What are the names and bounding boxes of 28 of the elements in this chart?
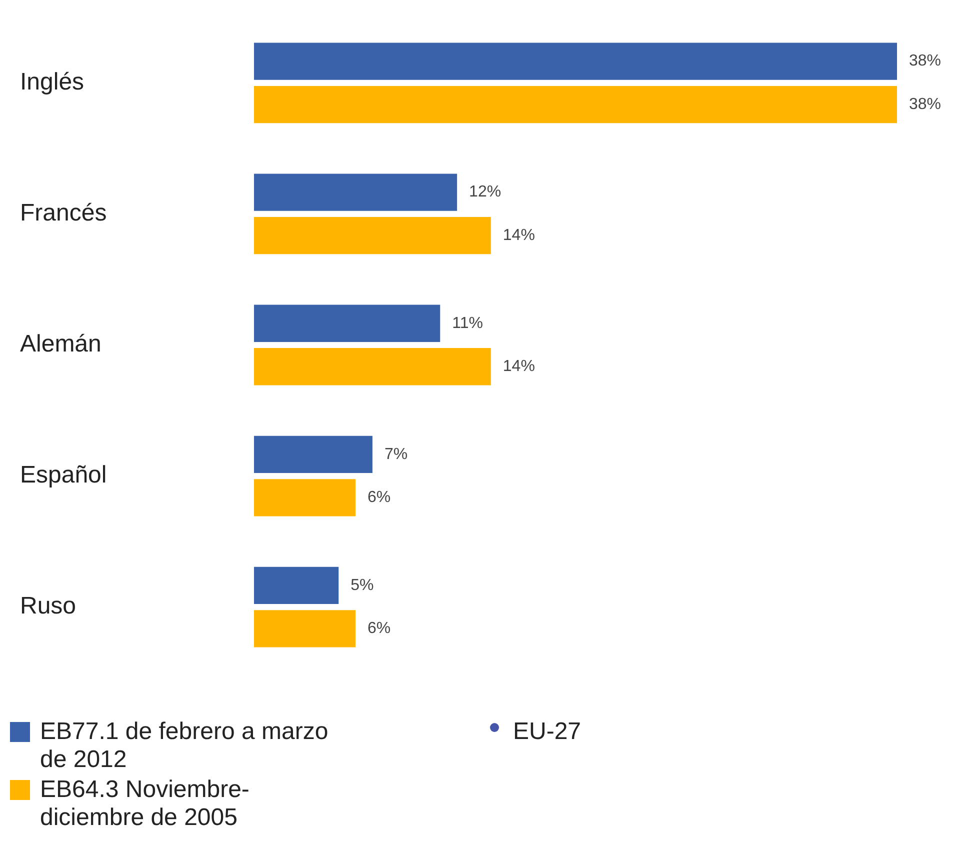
- legend-label: EB64.3 Noviembre-diciembre de 2005: [40, 776, 250, 832]
- data-label: 6%: [368, 489, 391, 506]
- data-label: 12%: [469, 184, 502, 201]
- bar: [254, 304, 440, 342]
- bar: [254, 348, 491, 386]
- bar: [254, 479, 356, 516]
- y-tick-label: Alemán: [20, 330, 102, 358]
- data-label: 6%: [368, 620, 391, 638]
- data-label: 38%: [909, 96, 942, 113]
- y-tick-label: Inglés: [20, 68, 84, 96]
- bar: [254, 174, 458, 211]
- data-label: 7%: [384, 446, 408, 463]
- legend-label: EB77.1 de febrero a marzo de 2012: [40, 718, 330, 774]
- y-tick-label: Francés: [20, 200, 107, 227]
- y-tick-label: Ruso: [20, 592, 76, 620]
- data-label: 11%: [452, 314, 483, 332]
- data-label: 14%: [502, 358, 535, 376]
- bar: [254, 86, 897, 124]
- bar: [254, 216, 491, 254]
- text: EU-27: [513, 718, 582, 746]
- bar: [254, 436, 372, 474]
- bar: [254, 610, 356, 648]
- data-label: 38%: [909, 52, 942, 70]
- bar: [254, 566, 339, 604]
- data-label: 5%: [350, 576, 374, 594]
- data-label: 14%: [502, 226, 535, 244]
- bar: [254, 42, 897, 80]
- y-tick-label: Español: [20, 462, 107, 489]
